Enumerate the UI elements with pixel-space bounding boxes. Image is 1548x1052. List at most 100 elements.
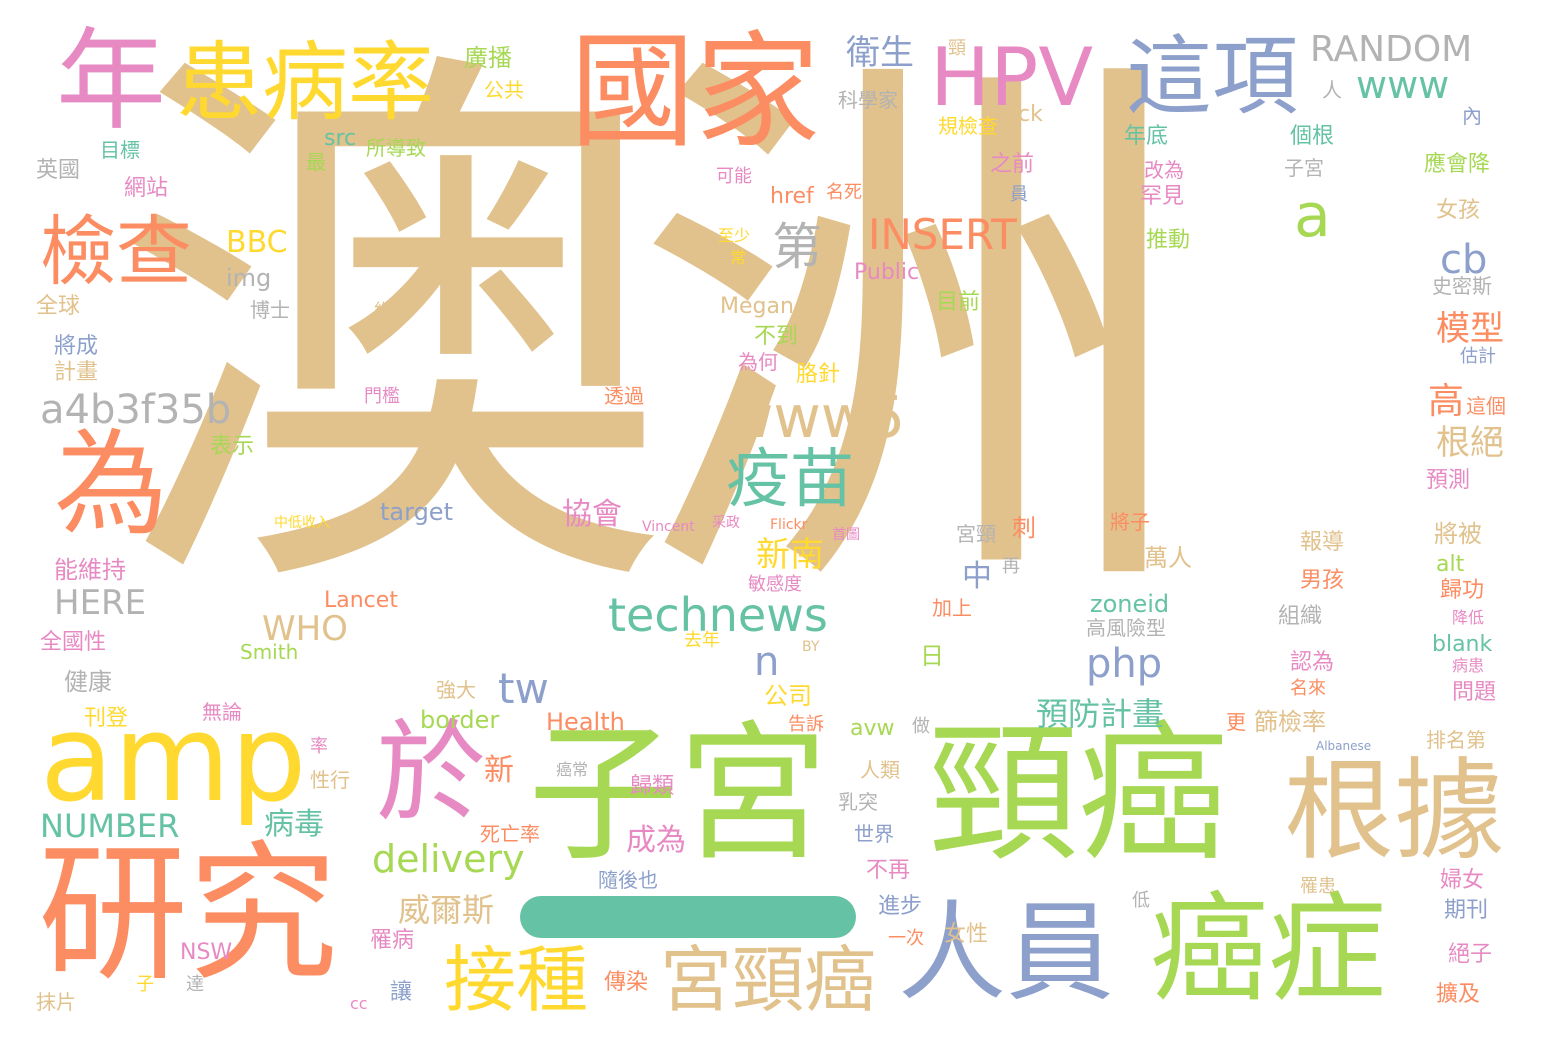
word-zigong-small: 子宮 <box>1284 156 1324 180</box>
word-genjue: 根絕 <box>1436 423 1504 463</box>
word-zhishao: 至少 <box>718 226 751 245</box>
word-menkan: 門檻 <box>364 386 400 407</box>
word-jihua: 計畫 <box>54 360 99 385</box>
word-geng: 更 <box>1226 710 1246 734</box>
word-suihouye: 隨後也 <box>598 868 658 892</box>
word-amp: amp <box>40 690 307 829</box>
word-shoutu: 首圖 <box>832 527 860 543</box>
word-gongjing: 宮頸 <box>956 522 996 546</box>
word-cb: cb <box>1440 237 1488 283</box>
word-zhong: 中 <box>962 559 992 594</box>
word-hanjian: 罕見 <box>1140 184 1185 209</box>
word-nvhai: 女孩 <box>1436 198 1481 223</box>
word-php: php <box>1086 641 1163 687</box>
word-kuoji: 擴及 <box>1436 982 1481 1007</box>
word-guji: 估計 <box>1460 346 1496 367</box>
word-quanguoxing: 全國性 <box>40 630 107 655</box>
word-buzai: 不再 <box>866 858 911 883</box>
word-zuo: 做 <box>912 716 930 737</box>
word-weiersi: 威爾斯 <box>398 891 495 929</box>
word-tw: tw <box>498 664 549 713</box>
word-number: NUMBER <box>40 807 180 845</box>
word-gaosu: 告訴 <box>788 714 824 735</box>
word-yuce: 預測 <box>1426 468 1471 493</box>
word-here: HERE <box>54 583 147 623</box>
word-rang: 讓 <box>390 980 413 1005</box>
word-xin: 新 <box>484 753 514 788</box>
word-zi: 子 <box>136 974 154 995</box>
word-juezi: 絕子 <box>1448 942 1493 967</box>
word-lancet: Lancet <box>324 588 398 613</box>
word-yanjiu: 研究 <box>38 828 339 1002</box>
word-yufangjihua: 預防計畫 <box>1036 695 1165 733</box>
word-nsw: NSW <box>180 940 233 965</box>
word-a: a <box>1294 181 1331 251</box>
word-jiangcheng: 將成 <box>54 334 99 359</box>
word-moxing: 模型 <box>1436 309 1504 349</box>
word-mingsi: 名死 <box>826 182 862 203</box>
word-delivery: delivery <box>372 837 525 881</box>
word-public: Public <box>854 260 920 285</box>
word-jiancha: 檢查 <box>40 207 192 296</box>
word-gaofengxianxing: 高風險型 <box>1086 616 1166 640</box>
word-weihe: 為何 <box>738 350 778 374</box>
word-chang: 常 <box>730 248 747 267</box>
word-rutu: 乳突 <box>838 790 878 814</box>
teal-dash-shape <box>520 896 856 938</box>
word-jiangzi: 將子 <box>1110 510 1150 534</box>
word-smith: Smith <box>240 640 299 664</box>
word-quanqiu: 全球 <box>36 294 81 319</box>
word-yu: 於 <box>376 709 486 837</box>
word-jiankang: 健康 <box>64 668 112 696</box>
word-mingandu: 敏感度 <box>748 574 802 595</box>
word-da: 達 <box>186 974 204 995</box>
word-lihuan: 罹患 <box>1300 876 1336 897</box>
word-shijie: 世界 <box>854 822 894 846</box>
word-yinghuijiang: 應會降 <box>1424 152 1491 177</box>
word-baodao: 報導 <box>1300 530 1345 555</box>
word-yingguo: 英國 <box>36 158 81 183</box>
word-suodaozhi: 所導致 <box>366 136 426 160</box>
word-by: BY <box>802 639 820 655</box>
word-qiangda: 強大 <box>436 678 476 702</box>
word-tuidong: 推動 <box>1146 228 1191 253</box>
word-boshi: 博士 <box>250 298 290 322</box>
word-ci: 刺 <box>1012 514 1036 542</box>
word-renwei: 認為 <box>1290 650 1335 675</box>
word-technews: technews <box>608 588 828 642</box>
word-nvxing: 女性 <box>944 922 989 947</box>
word-renyuan: 人員 <box>898 891 1115 1016</box>
word-alt: alt <box>1436 552 1465 577</box>
word-wulun: 無論 <box>202 700 242 724</box>
word-href: href <box>770 184 814 209</box>
word-guojia: 國家 <box>570 20 820 165</box>
word-yici: 一次 <box>888 928 924 949</box>
word-aozhou: 澳洲 <box>112 8 1192 660</box>
word-budao: 不到 <box>754 324 799 349</box>
word-zhege: 這個 <box>1466 394 1506 418</box>
word-nanhai: 男孩 <box>1300 568 1345 593</box>
word-gonggong: 公共 <box>484 78 524 102</box>
word-health: Health <box>546 708 625 736</box>
word-cc: cc <box>350 994 368 1013</box>
word-yuan: 員 <box>1010 184 1028 205</box>
word-vincent: Vincent <box>642 519 695 535</box>
word-border: border <box>420 706 500 734</box>
word-lv: 率 <box>310 736 328 757</box>
word-genju: 根據 <box>1284 747 1504 875</box>
word-qunian: 去年 <box>684 630 720 651</box>
word-paimingdi: 排名第 <box>1426 728 1486 752</box>
word-jiashang: 加上 <box>932 596 972 620</box>
word-bingdu: 病毒 <box>264 807 324 842</box>
word-jiangbei: 將被 <box>1434 520 1482 548</box>
word-yue: 約 <box>374 300 391 319</box>
word-libing: 罹病 <box>370 928 415 953</box>
word-hpv: HPV <box>930 31 1094 124</box>
word-huanbinglv: 患病率 <box>176 33 434 133</box>
word-wei: 為 <box>54 418 169 551</box>
word-kandeng: 刊登 <box>84 706 129 731</box>
word-img: img <box>226 264 272 292</box>
word-mopian: 抹片 <box>36 990 76 1014</box>
word-shimisi: 史密斯 <box>1432 274 1492 298</box>
word-funv: 婦女 <box>1440 868 1485 893</box>
